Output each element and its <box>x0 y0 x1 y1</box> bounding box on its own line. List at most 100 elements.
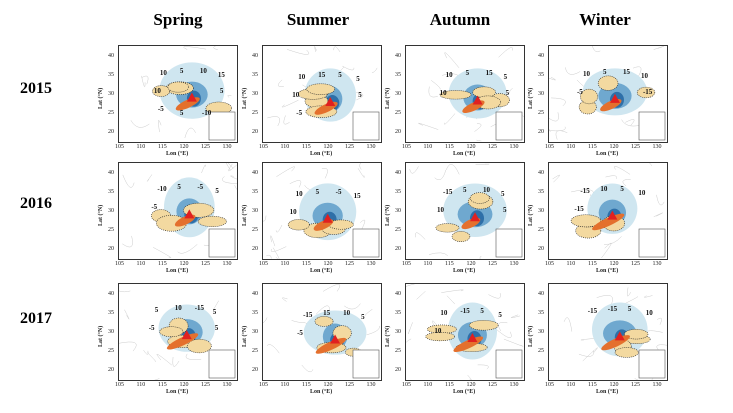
boundary-line <box>625 119 635 126</box>
boundary-line <box>632 66 642 76</box>
x-axis-label: Lon (°E) <box>453 151 476 157</box>
boundary-line <box>503 338 524 347</box>
x-tick-label: 115 <box>588 144 597 150</box>
boundary-line <box>177 244 198 254</box>
map-panel: -15 10 5 10 -15 <box>548 162 668 260</box>
boundary-line <box>549 128 551 133</box>
boundary-line <box>563 317 573 332</box>
x-tick-label: 120 <box>323 144 333 150</box>
y-tick-label: 30 <box>252 91 258 97</box>
x-tick-label: 120 <box>179 382 189 388</box>
boundary-line <box>266 344 280 354</box>
contour-label: 5 <box>338 71 342 79</box>
boundary-line <box>143 349 149 355</box>
contour-label: 15 <box>323 308 331 317</box>
x-tick-label: 125 <box>488 261 497 267</box>
positive-contour-area <box>451 231 471 242</box>
y-axis-label: Lat (°N) <box>242 204 248 226</box>
y-tick-label: 25 <box>108 227 114 233</box>
x-tick-label: 120 <box>179 144 189 150</box>
boundary-line <box>141 75 146 88</box>
positive-contour-area <box>439 90 472 100</box>
contour-label: 10 <box>174 304 182 313</box>
boundary-line <box>201 164 206 174</box>
contour-label: 10 <box>434 326 442 335</box>
contour-label: 5 <box>179 66 184 75</box>
source-marker-icon <box>467 332 478 342</box>
y-tick-label: 20 <box>252 246 258 252</box>
contour-label: 10 <box>159 68 167 77</box>
boundary-line <box>227 95 232 98</box>
boundary-line <box>282 297 288 302</box>
inset-map <box>638 111 666 141</box>
positive-contour-area <box>328 219 354 230</box>
contour-label: 15 <box>622 67 630 76</box>
boundary-line <box>366 325 380 336</box>
source-marker-icon <box>330 334 341 344</box>
boundary-line <box>141 75 149 85</box>
positive-contour-area <box>426 324 457 334</box>
boundary-line <box>275 224 283 233</box>
boundary-line <box>281 99 299 108</box>
contour-label: 5 <box>215 187 219 196</box>
boundary-line <box>152 247 172 259</box>
x-tick-label: 110 <box>136 261 146 267</box>
x-tick-label: 120 <box>466 261 476 267</box>
positive-contour-area <box>597 75 619 91</box>
row-year-label: 2015 <box>20 80 52 97</box>
positive-contour-area <box>205 101 232 115</box>
boundary-line <box>183 46 207 50</box>
x-tick-label: 130 <box>366 144 376 150</box>
contour-label: -5 <box>335 187 342 196</box>
y-tick-label: 30 <box>538 329 544 335</box>
x-tick-label: 125 <box>345 382 354 388</box>
contour-label: 5 <box>315 187 320 196</box>
boundary-line <box>277 79 284 87</box>
y-tick-label: 20 <box>538 367 544 373</box>
y-tick-label: 35 <box>395 72 401 78</box>
x-tick-label: 130 <box>509 261 519 267</box>
contour-label: 10 <box>439 89 447 98</box>
boundary-line <box>596 295 613 306</box>
source-marker-icon <box>472 95 483 105</box>
column-header: Spring <box>153 10 203 29</box>
contour-label: -15 <box>642 87 653 96</box>
y-tick-label: 30 <box>538 91 544 97</box>
inset-map <box>352 349 380 379</box>
boundary-line <box>122 174 135 188</box>
x-axis-label: Lon (°E) <box>166 268 189 274</box>
positive-contour-area <box>570 214 601 228</box>
boundary-line <box>407 322 413 335</box>
contour-label: -5 <box>157 104 164 113</box>
boundary-line <box>510 314 521 319</box>
boundary-line <box>415 232 426 240</box>
column-header: Summer <box>286 10 350 29</box>
boundary-line <box>234 185 237 190</box>
map-panel: 10 5 10 15 10 5 -5 5 -10 <box>118 45 238 143</box>
contour-label: 10 <box>298 73 306 81</box>
boundary-line <box>359 163 362 170</box>
contour-label: 5 <box>620 184 624 193</box>
x-axis-label: Lon (°E) <box>596 389 619 395</box>
x-tick-label: 110 <box>423 144 433 150</box>
y-axis-label: Lat (°N) <box>98 87 104 109</box>
y-axis-label: Lat (°N) <box>385 325 391 347</box>
x-tick-label: 130 <box>652 261 662 267</box>
y-axis-label: Lat (°N) <box>528 87 534 109</box>
map-panel: 10 5 -5 15 10 <box>262 162 382 260</box>
boundary-line <box>321 168 328 179</box>
contour-label: 10 <box>600 184 608 193</box>
y-tick-label: 25 <box>395 227 401 233</box>
contour-label: 5 <box>361 312 365 321</box>
source-marker-icon <box>609 93 620 103</box>
boundary-line <box>498 47 513 58</box>
contour-label: -15 <box>460 306 470 315</box>
contour-label: -15 <box>443 188 453 197</box>
boundary-line <box>428 252 448 256</box>
y-tick-label: 20 <box>538 129 544 135</box>
x-tick-label: 110 <box>280 261 290 267</box>
boundary-line <box>270 235 276 247</box>
boundary-line <box>124 309 130 320</box>
inset-map <box>495 111 523 141</box>
boundary-line <box>418 122 439 130</box>
